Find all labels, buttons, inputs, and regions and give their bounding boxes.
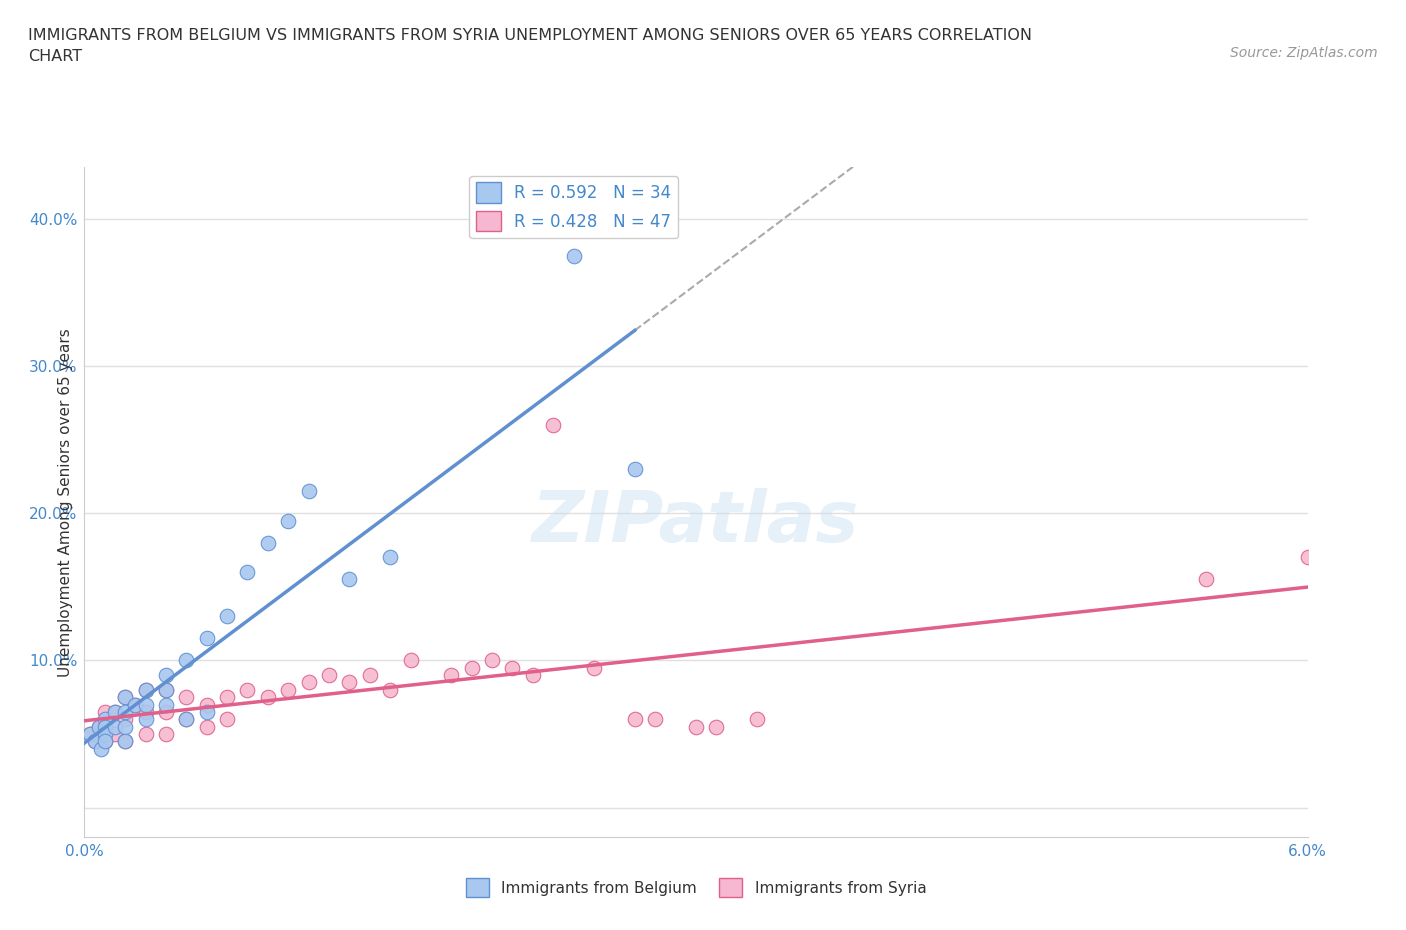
Point — [155, 683, 177, 698]
Point — [236, 683, 259, 698]
Point — [195, 704, 218, 719]
Point — [706, 719, 728, 734]
Point — [135, 711, 157, 726]
Point — [135, 683, 157, 698]
Point — [114, 711, 136, 726]
Text: ZIPatlas: ZIPatlas — [533, 488, 859, 557]
Point — [583, 660, 606, 675]
Point — [217, 690, 239, 705]
Point — [124, 698, 146, 712]
Legend: Immigrants from Belgium, Immigrants from Syria: Immigrants from Belgium, Immigrants from… — [460, 872, 932, 903]
Point — [93, 719, 117, 734]
Point — [93, 734, 117, 749]
Point — [104, 726, 127, 741]
Point — [155, 726, 177, 741]
Point — [1296, 550, 1319, 565]
Point — [135, 683, 157, 698]
Point — [277, 683, 299, 698]
Point — [257, 536, 280, 551]
Point — [104, 704, 127, 719]
Point — [176, 711, 198, 726]
Point — [644, 711, 666, 726]
Point — [624, 461, 647, 476]
Point — [440, 668, 463, 683]
Point — [114, 734, 136, 749]
Point — [318, 668, 340, 683]
Point — [90, 741, 112, 756]
Point — [176, 711, 198, 726]
Point — [543, 418, 565, 432]
Point — [277, 513, 299, 528]
Point — [93, 734, 117, 749]
Point — [155, 698, 177, 712]
Point — [79, 726, 101, 741]
Point — [502, 660, 524, 675]
Point — [155, 668, 177, 683]
Point — [87, 719, 110, 734]
Point — [522, 668, 544, 683]
Point — [155, 683, 177, 698]
Point — [339, 572, 361, 587]
Y-axis label: Unemployment Among Seniors over 65 years: Unemployment Among Seniors over 65 years — [58, 328, 73, 677]
Point — [135, 704, 157, 719]
Point — [217, 609, 239, 624]
Point — [461, 660, 484, 675]
Point — [135, 726, 157, 741]
Point — [624, 711, 647, 726]
Point — [481, 653, 503, 668]
Point — [83, 734, 105, 749]
Point — [104, 719, 127, 734]
Point — [195, 719, 218, 734]
Point — [114, 690, 136, 705]
Point — [195, 631, 218, 645]
Point — [104, 704, 127, 719]
Point — [155, 704, 177, 719]
Point — [114, 719, 136, 734]
Point — [562, 248, 585, 263]
Point — [114, 734, 136, 749]
Point — [380, 550, 402, 565]
Point — [217, 711, 239, 726]
Point — [93, 719, 117, 734]
Point — [747, 711, 769, 726]
Point — [380, 683, 402, 698]
Point — [93, 704, 117, 719]
Point — [114, 704, 136, 719]
Point — [176, 653, 198, 668]
Point — [339, 675, 361, 690]
Point — [176, 690, 198, 705]
Point — [257, 690, 280, 705]
Point — [298, 484, 321, 498]
Point — [236, 565, 259, 579]
Point — [79, 726, 101, 741]
Point — [83, 734, 105, 749]
Point — [93, 726, 117, 741]
Text: IMMIGRANTS FROM BELGIUM VS IMMIGRANTS FROM SYRIA UNEMPLOYMENT AMONG SENIORS OVER: IMMIGRANTS FROM BELGIUM VS IMMIGRANTS FR… — [28, 28, 1032, 64]
Text: Source: ZipAtlas.com: Source: ZipAtlas.com — [1230, 46, 1378, 60]
Point — [685, 719, 707, 734]
Point — [93, 711, 117, 726]
Point — [124, 698, 146, 712]
Point — [135, 698, 157, 712]
Point — [1195, 572, 1218, 587]
Point — [298, 675, 321, 690]
Point — [399, 653, 422, 668]
Point — [195, 698, 218, 712]
Point — [87, 719, 110, 734]
Point — [114, 690, 136, 705]
Point — [359, 668, 381, 683]
